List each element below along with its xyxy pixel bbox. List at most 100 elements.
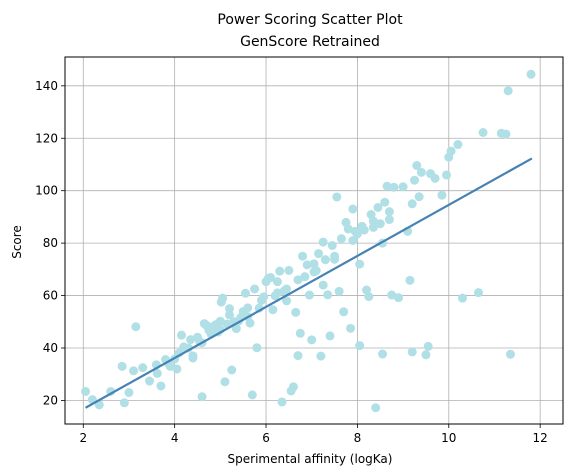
- scatter-point: [325, 331, 335, 341]
- scatter-point: [124, 388, 134, 398]
- scatter-point: [430, 173, 440, 183]
- scatter-point: [309, 259, 319, 269]
- scatter-point: [145, 376, 155, 386]
- regression-line-group: [85, 157, 533, 409]
- scatter-point: [437, 190, 447, 200]
- scatter-point: [348, 204, 358, 214]
- scatter-point: [339, 307, 349, 317]
- x-tick-label: 12: [533, 431, 548, 445]
- scatter-point: [414, 192, 424, 202]
- scatter-point: [323, 290, 333, 300]
- scatter-point: [332, 192, 342, 202]
- scatter-point: [473, 288, 483, 298]
- scatter-point: [330, 251, 340, 261]
- scatter-point: [304, 290, 314, 300]
- scatter-point: [446, 146, 456, 156]
- scatter-point: [407, 199, 417, 209]
- y-tick-label: 20: [43, 393, 58, 407]
- scatter-point: [412, 161, 422, 171]
- y-tick-label: 80: [43, 236, 58, 250]
- scatter-point: [407, 347, 417, 357]
- scatter-point: [359, 225, 369, 235]
- scatter-point: [368, 222, 378, 232]
- scatter-point: [384, 207, 394, 217]
- scatter-point: [348, 236, 358, 245]
- scatter-point: [227, 365, 237, 375]
- x-tick-label: 10: [441, 431, 456, 445]
- scatter-point: [441, 170, 451, 180]
- scatter-point: [343, 224, 353, 234]
- scatter-point: [410, 175, 420, 185]
- chart-title: Power Scoring Scatter Plot: [217, 12, 403, 28]
- scatter-point: [240, 288, 250, 298]
- scatter-point: [94, 400, 104, 410]
- scatter-point: [284, 265, 294, 275]
- scatter-point: [186, 335, 196, 345]
- scatter-point: [293, 275, 303, 285]
- scatter-point: [373, 202, 383, 212]
- scatter-point: [318, 237, 328, 247]
- scatter-point: [352, 229, 362, 239]
- scatter-point: [156, 381, 166, 391]
- scatter-point: [501, 129, 511, 139]
- scatter-point: [247, 390, 257, 400]
- scatter-point: [231, 324, 241, 334]
- scatter-point: [152, 368, 162, 378]
- scatter-point: [282, 284, 292, 294]
- scatter-point: [272, 288, 282, 298]
- scatter-point: [218, 293, 228, 303]
- scatter-point: [307, 335, 317, 345]
- scatter-point: [250, 284, 260, 294]
- y-tick-label: 40: [43, 341, 58, 355]
- x-axis-label: Sperimental affinity (logKa): [228, 452, 393, 466]
- scatter-point: [398, 182, 408, 192]
- scatter-point: [268, 305, 278, 315]
- scatter-point: [453, 140, 463, 150]
- scatter-points: [81, 69, 536, 413]
- chart-subtitle: GenScore Retrained: [240, 34, 380, 50]
- scatter-point: [505, 349, 515, 359]
- scatter-point: [314, 249, 324, 259]
- scatter-point: [334, 286, 344, 296]
- scatter-point: [421, 350, 431, 360]
- scatter-point: [382, 181, 392, 191]
- scatter-point: [172, 364, 182, 374]
- scatter-point: [224, 304, 234, 314]
- plot-frame: [64, 56, 564, 425]
- y-tick-label: 120: [35, 131, 58, 145]
- scatter-point: [302, 260, 312, 270]
- grid: [65, 57, 563, 424]
- scatter-point: [288, 382, 298, 392]
- scatter-point: [220, 377, 230, 387]
- scatter-point: [117, 361, 127, 371]
- x-axis-ticks: 2 4 6 8 10 12: [79, 424, 548, 445]
- scatter-point: [177, 330, 187, 340]
- scatter-point: [243, 303, 253, 313]
- y-tick-label: 140: [35, 79, 58, 93]
- scatter-point: [378, 349, 388, 359]
- scatter-point: [259, 292, 269, 302]
- scatter-point: [318, 280, 328, 290]
- scatter-point: [165, 361, 175, 371]
- scatter-point: [197, 392, 207, 402]
- scatter-point: [364, 292, 374, 302]
- scatter-point: [298, 251, 308, 261]
- scatter-point: [457, 293, 467, 303]
- scatter-point: [188, 351, 198, 361]
- scatter-point: [375, 219, 385, 229]
- y-axis-ticks: 20 40 60 80 100 120 140: [35, 79, 65, 407]
- scatter-point: [129, 366, 139, 376]
- scatter-point: [295, 328, 305, 338]
- scatter-point: [394, 293, 404, 303]
- scatter-point: [224, 310, 234, 320]
- scatter-point: [309, 267, 319, 277]
- scatter-point: [405, 275, 415, 285]
- x-tick-label: 4: [171, 431, 179, 445]
- scatter-point: [277, 397, 287, 407]
- scatter-point: [336, 234, 346, 244]
- scatter-point: [272, 277, 282, 287]
- scatter-point: [316, 351, 326, 361]
- scatter-point: [291, 307, 301, 317]
- scatter-point: [266, 272, 276, 282]
